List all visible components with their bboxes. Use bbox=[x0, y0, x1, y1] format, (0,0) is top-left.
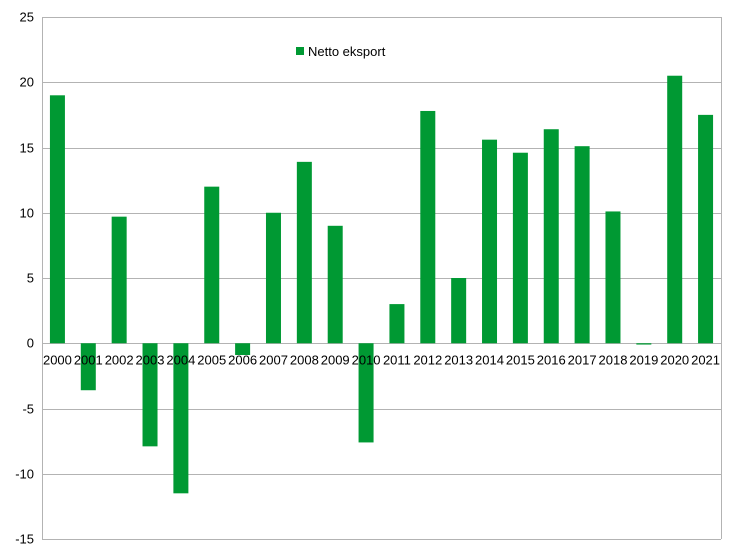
x-tick-label-2001: 2001 bbox=[74, 352, 103, 367]
x-tick-label-2014: 2014 bbox=[475, 352, 504, 367]
bar-2009 bbox=[327, 225, 343, 344]
x-tick-label-2018: 2018 bbox=[599, 352, 628, 367]
axes bbox=[42, 17, 722, 539]
y-tick-label: -10 bbox=[15, 467, 34, 482]
x-tick-label-2003: 2003 bbox=[136, 352, 165, 367]
y-tick-label: 5 bbox=[27, 271, 34, 286]
x-tick-label-2015: 2015 bbox=[506, 352, 535, 367]
bar-2005 bbox=[204, 186, 220, 344]
bar-2014 bbox=[482, 139, 498, 344]
bar-2016 bbox=[543, 129, 559, 344]
legend: Netto eksport bbox=[296, 44, 386, 59]
y-tick-label: -5 bbox=[22, 402, 34, 417]
bar-2021 bbox=[698, 114, 714, 344]
x-tick-label-2012: 2012 bbox=[413, 352, 442, 367]
x-tick-label-2008: 2008 bbox=[290, 352, 319, 367]
x-tick-label-2009: 2009 bbox=[321, 352, 350, 367]
x-tick-label-2011: 2011 bbox=[383, 352, 411, 367]
y-tick-label: 25 bbox=[20, 10, 34, 25]
bar-2020 bbox=[667, 75, 683, 344]
bar-2012 bbox=[420, 110, 436, 344]
x-tick-label-2004: 2004 bbox=[166, 352, 195, 367]
legend-swatch bbox=[296, 47, 304, 55]
x-tick-label-2019: 2019 bbox=[629, 352, 658, 367]
bar-2015 bbox=[512, 152, 528, 344]
bar-2004 bbox=[173, 343, 189, 494]
bar-2011 bbox=[389, 304, 405, 344]
bar-2010 bbox=[358, 343, 374, 443]
x-tick-label-2021: 2021 bbox=[691, 352, 720, 367]
bars bbox=[49, 75, 714, 494]
x-tick-label-2002: 2002 bbox=[105, 352, 134, 367]
bar-2013 bbox=[451, 278, 467, 344]
bar-2019 bbox=[636, 343, 652, 345]
x-tick-label-2017: 2017 bbox=[568, 352, 597, 367]
bar-2017 bbox=[574, 146, 590, 344]
x-tick-label-2006: 2006 bbox=[228, 352, 257, 367]
y-tick-label: 20 bbox=[20, 75, 34, 90]
x-tick-label-2007: 2007 bbox=[259, 352, 288, 367]
bar-2007 bbox=[265, 212, 281, 344]
bar-2001 bbox=[80, 343, 96, 391]
x-tick-label-2013: 2013 bbox=[444, 352, 473, 367]
y-tick-label: -15 bbox=[15, 532, 34, 547]
x-tick-label-2005: 2005 bbox=[197, 352, 226, 367]
x-tick-labels: 2000 2001 2002 2003 2004 2005 2006 2007 2008 2009… bbox=[43, 352, 720, 367]
x-tick-label-2016: 2016 bbox=[537, 352, 566, 367]
bar-2000 bbox=[49, 95, 65, 344]
y-tick-labels: -15 -10 -5 0 5 10 15 20 25 bbox=[15, 10, 34, 547]
y-tick-label: 0 bbox=[27, 336, 34, 351]
bar-2018 bbox=[605, 211, 621, 344]
bar-2002 bbox=[111, 216, 127, 344]
legend-label: Netto eksport bbox=[308, 44, 386, 59]
bar-2008 bbox=[296, 161, 312, 344]
y-tick-label: 10 bbox=[20, 206, 34, 221]
bar-2003 bbox=[142, 343, 158, 447]
x-tick-label-2000: 2000 bbox=[43, 352, 72, 367]
x-tick-label-2010: 2010 bbox=[352, 352, 381, 367]
bar-2006 bbox=[235, 343, 251, 355]
y-tick-label: 15 bbox=[20, 141, 34, 156]
x-tick-label-2020: 2020 bbox=[660, 352, 689, 367]
